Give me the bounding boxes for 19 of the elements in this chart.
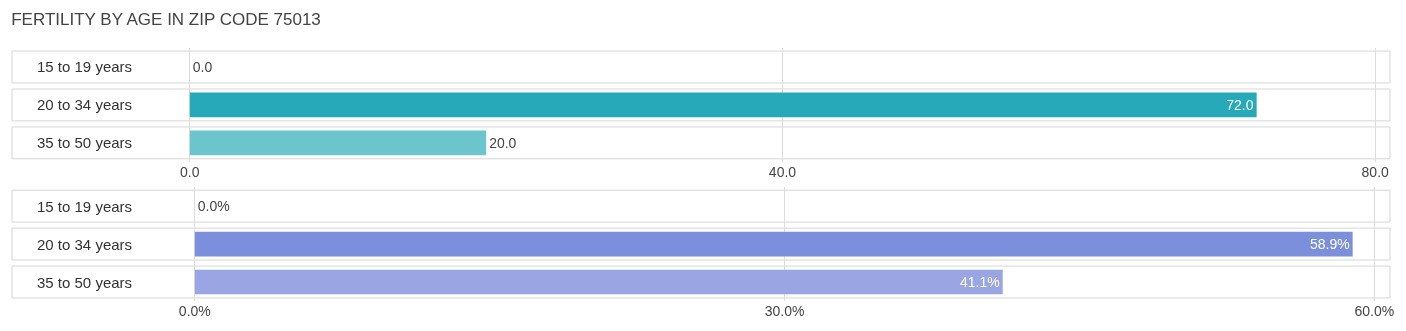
data-label: 0.0: [192, 58, 213, 75]
y-tick-label: 15 to 19 years: [37, 58, 133, 75]
y-tick-label: 15 to 19 years: [37, 198, 133, 215]
data-label: 58.9%: [1309, 236, 1350, 253]
data-label: 20.0: [489, 134, 517, 151]
x-tick-label: 30.0%: [764, 303, 805, 319]
y-tick-label: 20 to 34 years: [37, 236, 133, 253]
x-tick-label: 0.0: [180, 163, 200, 180]
x-tick-label: 40.0: [768, 163, 797, 180]
x-tick-label: 80.0: [1361, 163, 1390, 180]
y-tick-label: 35 to 50 years: [37, 274, 133, 291]
x-tick-label: 0.0%: [178, 303, 211, 319]
chart-title: FERTILITY BY AGE IN ZIP CODE 75013: [11, 10, 321, 30]
data-label: 72.0: [1226, 96, 1254, 113]
data-label: 41.1%: [960, 274, 1000, 291]
data-label: 0.0%: [197, 198, 230, 215]
y-tick-label: 35 to 50 years: [37, 134, 133, 151]
y-tick-label: 20 to 34 years: [37, 96, 133, 113]
x-tick-label: 60.0%: [1354, 303, 1395, 319]
